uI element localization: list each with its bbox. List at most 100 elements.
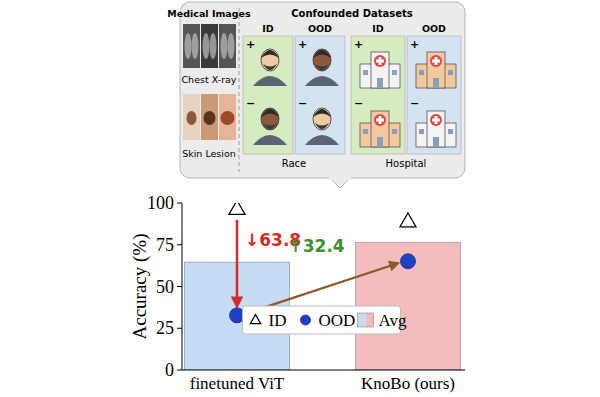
column-cell: [407, 36, 461, 154]
y-tick: [177, 328, 182, 329]
person-body: [305, 135, 339, 145]
person-body: [253, 76, 287, 86]
panel-title: Confounded Datasets: [291, 8, 412, 19]
person-beard: [263, 64, 277, 70]
xray-lung: [228, 33, 235, 59]
panel-pointer-join: [329, 176, 351, 180]
id-marker: [400, 213, 416, 227]
xray-lung: [185, 33, 192, 59]
legend-swatch: [301, 315, 311, 325]
column-cell: [351, 36, 405, 154]
hospital-tower: [371, 52, 389, 88]
legend-swatch: [250, 315, 260, 324]
y-tick-label: 100: [147, 193, 174, 213]
person-beard: [315, 64, 329, 70]
skin-lesion: [187, 111, 197, 125]
column-cell: [243, 36, 293, 154]
label-sign: +: [298, 38, 307, 51]
image-label: Chest X-ray: [181, 74, 236, 85]
legend-label: OOD: [319, 311, 356, 330]
hospital-door: [377, 137, 383, 147]
person-hair: [261, 50, 279, 58]
x-tick-label: KnoBo (ours): [361, 374, 455, 393]
chart: Accuracy (%)0255075100finetuned ViTKnoBo…: [129, 193, 465, 393]
hospital-cross: [432, 116, 440, 124]
hospital-window: [419, 70, 424, 75]
person-icon: [253, 49, 287, 86]
hospital-door: [433, 137, 439, 147]
xray-image: [183, 24, 200, 68]
marks: [185, 203, 461, 370]
illustration-panel: Medical Images Confounded Datasets Chest X…: [167, 2, 465, 188]
hospital-icon: [416, 111, 456, 147]
hospital-door: [433, 78, 439, 88]
xray-lung: [203, 33, 210, 59]
column-label: OOD: [422, 23, 446, 34]
person-head: [261, 108, 279, 130]
hospital-cross: [376, 116, 384, 124]
person-beard: [315, 123, 329, 129]
y-axis: [182, 203, 183, 370]
xray-image: [201, 24, 218, 68]
figure: Medical Images Confounded Datasets Chest X…: [0, 0, 600, 397]
label-sign: −: [298, 97, 307, 110]
legend-swatch: [358, 313, 366, 327]
label-sign: +: [246, 38, 255, 51]
y-tick: [177, 203, 182, 204]
hospital-tower: [371, 111, 389, 147]
hospital-door: [377, 78, 383, 88]
y-tick-label: 25: [156, 318, 174, 338]
person-head: [313, 49, 331, 71]
y-axis-label: Accuracy (%): [129, 233, 151, 339]
hospital-icon: [416, 52, 456, 88]
panel-divider: [239, 8, 240, 172]
column-cell: [295, 36, 345, 154]
hospital-window: [363, 70, 368, 75]
label-sign: −: [246, 97, 255, 110]
legend-label: Avg: [379, 311, 408, 330]
hospital-window: [448, 129, 453, 134]
label-sign: −: [410, 97, 419, 110]
person-icon: [253, 108, 287, 145]
annotation: ↑32.4: [289, 236, 345, 256]
skin-image: [201, 94, 218, 140]
panel-title: Medical Images: [167, 8, 251, 19]
xray-lung: [221, 33, 228, 59]
hospital-window: [363, 129, 368, 134]
y-tick: [177, 370, 182, 371]
hospital-icon: [360, 111, 400, 147]
hospital-badge: [374, 55, 386, 67]
label-sign: +: [410, 38, 419, 51]
group-label: Race: [282, 158, 307, 169]
x-axis: [182, 370, 465, 371]
person-hair: [261, 109, 279, 117]
image-label: Skin Lesion: [182, 148, 236, 159]
xray-lung: [192, 33, 199, 59]
hospital-icon: [360, 52, 400, 88]
skin-lesion: [204, 111, 216, 125]
person-body: [305, 76, 339, 86]
column-label: ID: [372, 23, 384, 34]
y-tick: [177, 244, 182, 245]
person-icon: [305, 49, 339, 86]
hospital-window: [448, 70, 453, 75]
person-icon: [305, 108, 339, 145]
label-sign: −: [354, 97, 363, 110]
hospital-tower: [427, 52, 445, 88]
y-tick-label: 0: [165, 360, 174, 380]
column-label: ID: [262, 23, 274, 34]
hospital-tower: [427, 111, 445, 147]
legend-swatch: [366, 313, 374, 327]
ood-marker: [401, 254, 416, 269]
x-tick-label: finetuned ViT: [190, 374, 285, 393]
legend-swatch-border: [358, 313, 374, 327]
legend: IDOODAvg: [243, 306, 408, 334]
hospital-cross: [432, 57, 440, 65]
hospital-badge: [430, 55, 442, 67]
group-label: Hospital: [386, 158, 427, 169]
skin-lesion: [221, 111, 235, 125]
hospital-badge: [430, 114, 442, 126]
id-marker: [229, 203, 245, 214]
person-beard: [263, 123, 277, 129]
hospital-window: [419, 129, 424, 134]
